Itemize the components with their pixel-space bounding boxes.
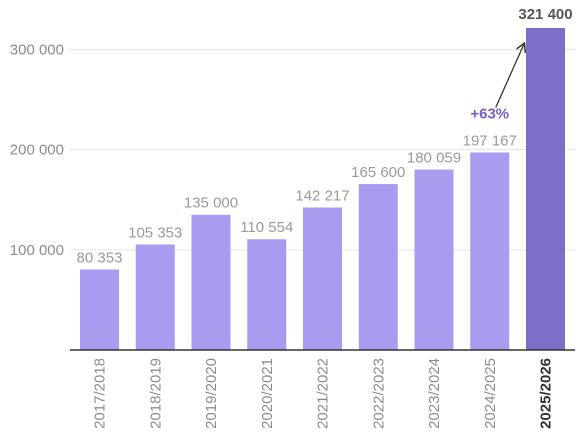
bar-value-label: 135 000	[184, 195, 238, 212]
bar	[303, 207, 342, 350]
bar	[191, 214, 231, 350]
category-label: 2017/2018	[92, 358, 109, 429]
bar-value-label: 142 217	[295, 188, 349, 205]
category-label: 2021/2022	[315, 358, 332, 429]
category-label: 2025/2026	[538, 358, 555, 429]
bar	[80, 269, 119, 350]
bar	[247, 239, 287, 350]
bar	[135, 244, 175, 350]
category-label: 2019/2020	[203, 358, 220, 429]
category-label: 2020/2021	[259, 358, 276, 429]
category-labels: 2017/2018 2018/2019 2019/2020 2020/2021 2021…	[92, 358, 555, 429]
growth-arrow	[495, 44, 524, 108]
growth-annotation: +63%	[470, 44, 524, 122]
category-label: 2024/2025	[482, 358, 499, 429]
bar-value-label: 180 059	[407, 150, 461, 167]
bar	[414, 169, 454, 350]
bar-value-label: 80 353	[77, 249, 123, 266]
bar	[358, 184, 398, 350]
bar-value-label: 110 554	[240, 219, 293, 236]
grid-lines: 100 000 200 000 300 000	[10, 41, 575, 259]
bar-value-label: 165 600	[351, 164, 405, 181]
category-label: 2018/2019	[147, 358, 164, 429]
growth-annotation-label: +63%	[470, 105, 509, 122]
bar-value-label: 321 400	[518, 6, 572, 23]
category-label: 2023/2024	[426, 358, 443, 429]
y-tick-label: 300 000	[10, 41, 64, 58]
y-tick-label: 200 000	[10, 142, 64, 159]
bar	[526, 28, 565, 350]
bar-value-label: 197 167	[463, 132, 517, 149]
bars	[80, 28, 565, 350]
bar-value-label: 105 353	[128, 224, 182, 241]
category-label: 2022/2023	[370, 358, 387, 429]
bar	[470, 152, 510, 350]
y-tick-label: 100 000	[10, 242, 64, 259]
